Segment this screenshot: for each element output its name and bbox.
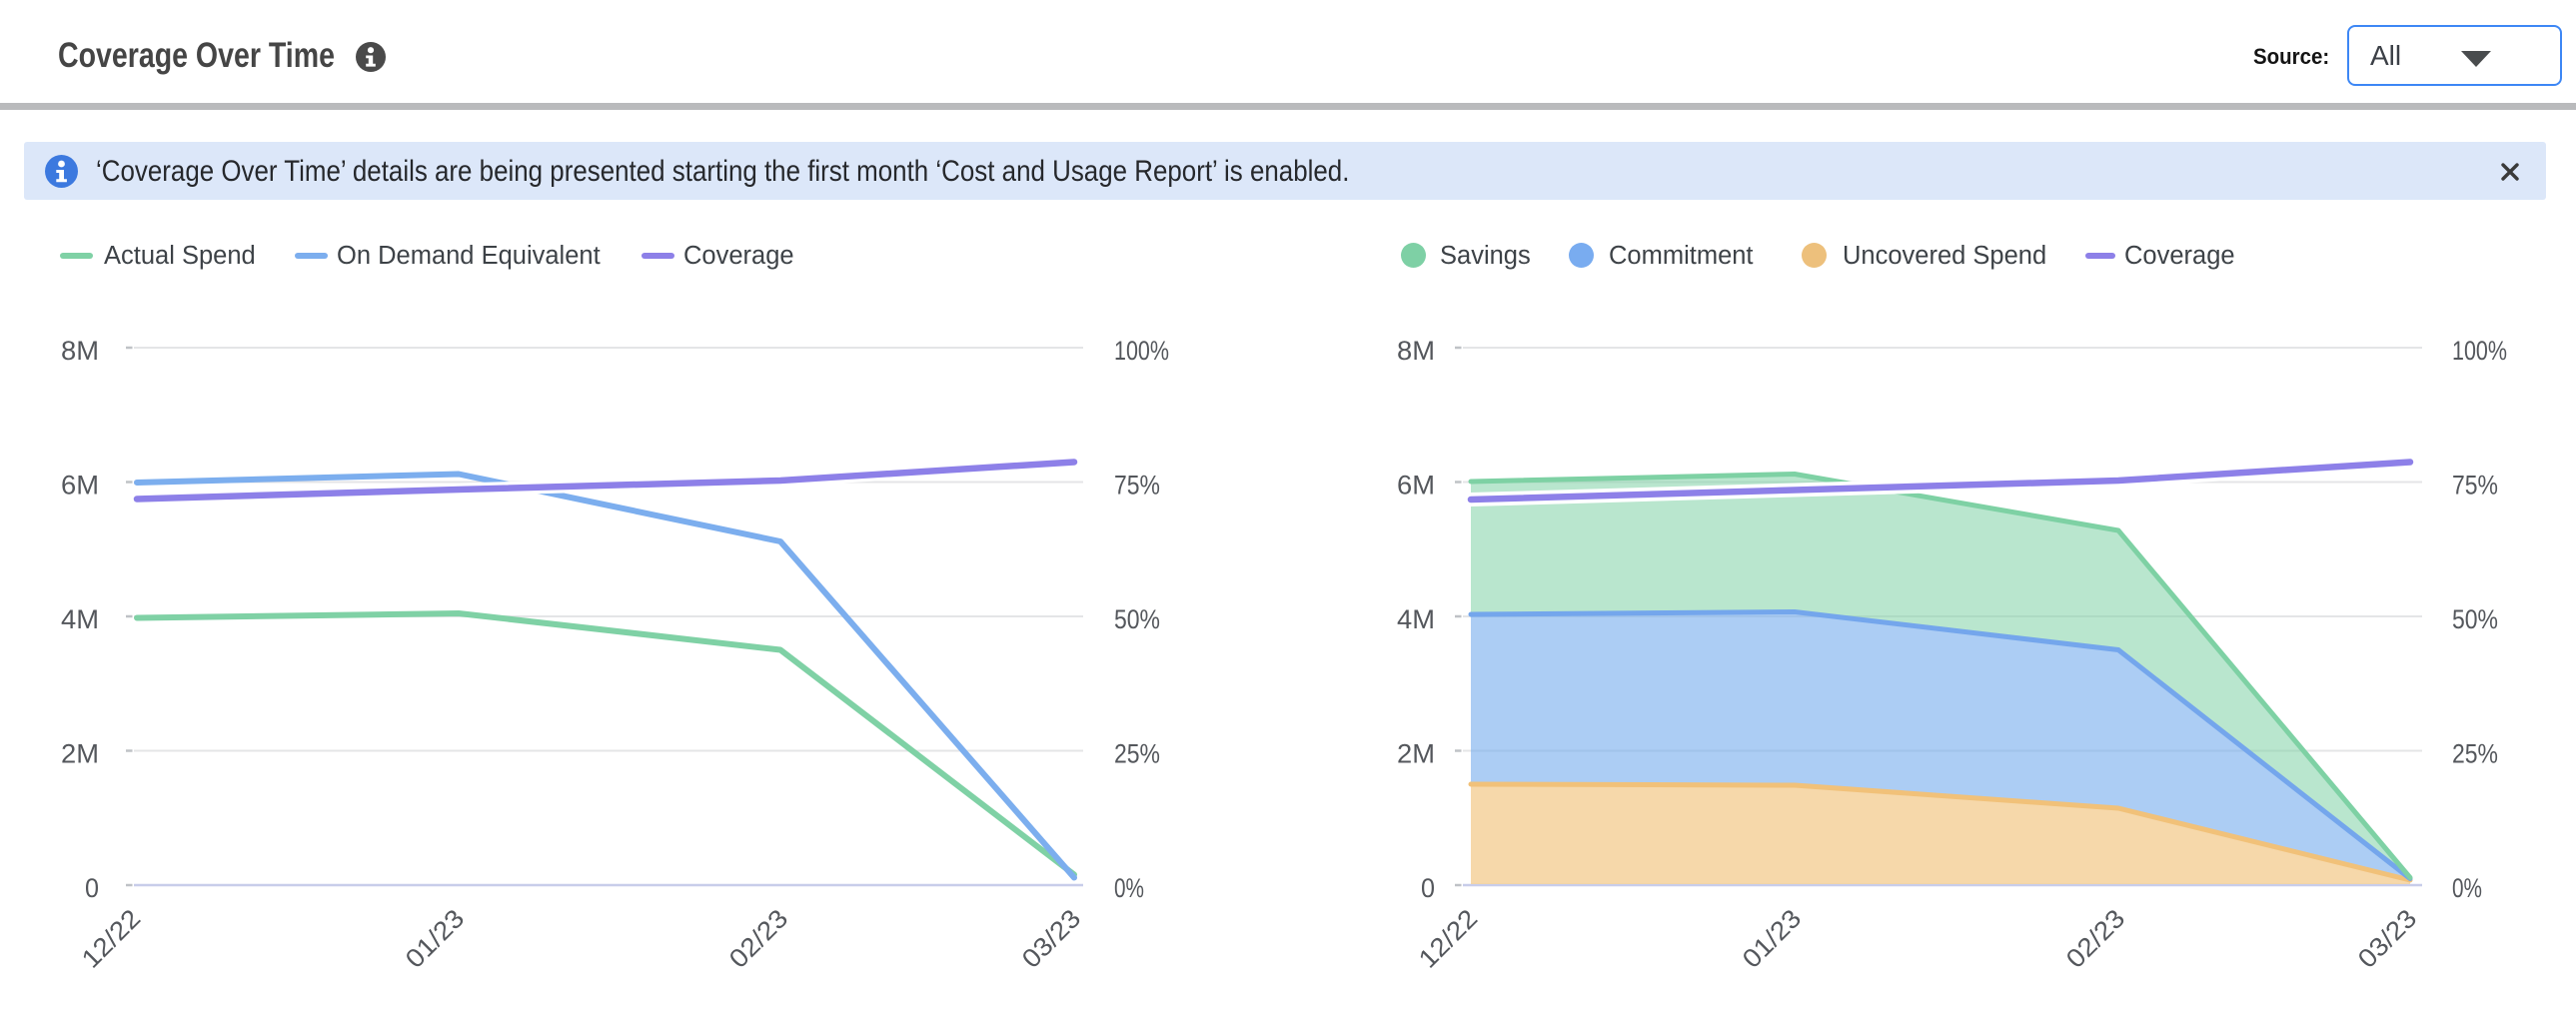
svg-text:6M: 6M [61,471,99,501]
svg-text:01/23: 01/23 [1737,903,1808,974]
svg-text:02/23: 02/23 [723,903,794,974]
svg-text:02/23: 02/23 [2060,903,2131,974]
svg-text:03/23: 03/23 [2352,903,2423,974]
svg-text:03/23: 03/23 [1016,903,1087,974]
svg-text:8M: 8M [1397,336,1435,366]
svg-text:100%: 100% [2452,336,2507,366]
svg-text:01/23: 01/23 [400,903,471,974]
svg-text:12/22: 12/22 [76,903,147,974]
svg-text:6M: 6M [1397,471,1435,501]
svg-text:2M: 2M [61,739,99,769]
svg-text:0: 0 [1421,873,1435,903]
svg-text:25%: 25% [1114,739,1160,769]
svg-text:0: 0 [85,873,99,903]
svg-text:0%: 0% [1114,873,1144,903]
svg-text:50%: 50% [2452,604,2498,634]
svg-text:2M: 2M [1397,739,1435,769]
svg-text:12/22: 12/22 [1413,903,1484,974]
svg-text:25%: 25% [2452,739,2498,769]
svg-text:4M: 4M [61,604,99,634]
svg-text:0%: 0% [2452,873,2482,903]
svg-text:8M: 8M [61,336,99,366]
svg-text:4M: 4M [1397,604,1435,634]
svg-text:100%: 100% [1114,336,1169,366]
svg-text:75%: 75% [1114,471,1160,501]
svg-text:50%: 50% [1114,604,1160,634]
svg-text:75%: 75% [2452,471,2498,501]
